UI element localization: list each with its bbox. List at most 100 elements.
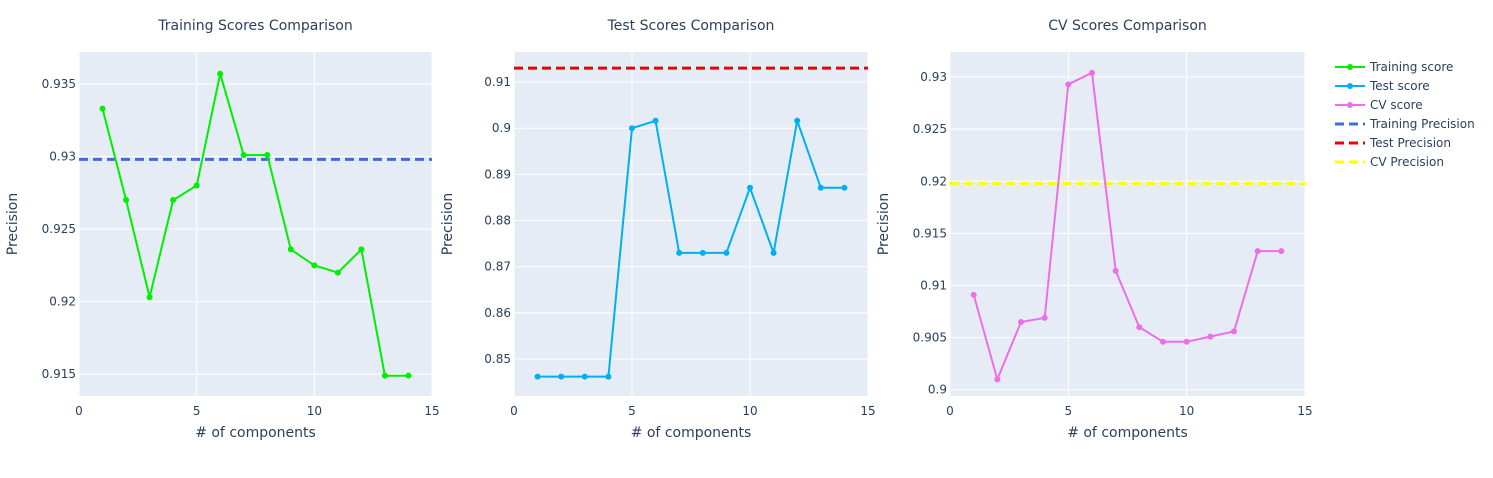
y-tick-label: 0.85	[484, 352, 511, 366]
data-point[interactable]	[723, 249, 730, 256]
data-point[interactable]	[311, 262, 318, 269]
y-tick-label: 0.935	[42, 77, 76, 91]
data-point[interactable]	[217, 70, 224, 77]
x-tick-label: 5	[628, 404, 636, 418]
x-axis-title: # of components	[195, 425, 316, 441]
series-line	[972, 71, 1282, 383]
legend-item[interactable]: Training score	[1335, 60, 1453, 74]
data-point[interactable]	[1231, 328, 1237, 335]
y-tick-label: 0.9	[928, 383, 947, 397]
plot-area	[79, 52, 432, 396]
data-point[interactable]	[240, 152, 247, 159]
data-point[interactable]	[1112, 267, 1119, 274]
data-point[interactable]	[1041, 314, 1048, 321]
data-point[interactable]	[1278, 248, 1285, 255]
legend-label: Training score	[1369, 60, 1453, 74]
x-axis-title: # of components	[1067, 425, 1188, 441]
legend-item[interactable]: CV score	[1335, 98, 1423, 112]
data-point[interactable]	[747, 184, 753, 191]
x-tick-label: 15	[860, 404, 875, 418]
legend-marker	[1347, 64, 1353, 70]
y-tick-label: 0.9	[492, 121, 511, 135]
y-axis-title: Precision	[876, 193, 892, 255]
legend-item[interactable]: Training Precision	[1335, 117, 1475, 131]
y-tick-label: 0.925	[42, 222, 76, 236]
data-point[interactable]	[1065, 81, 1072, 88]
x-axis-title: # of components	[631, 425, 752, 441]
x-tick-label: 5	[1065, 404, 1073, 418]
subplot-2: 0 5 10 15 0.85 0.86 0.87 0.88 0.89 0.9 0.91 Test Sc…	[440, 18, 876, 441]
legend-label: CV score	[1370, 98, 1423, 112]
data-point[interactable]	[146, 294, 153, 301]
subplot-1: 0 5 10 15 0.915 0.92 0.925 0.93 0.935 Training Sc…	[5, 18, 440, 441]
x-tick-label: 10	[307, 404, 322, 418]
x-tick-label: 10	[742, 404, 757, 418]
data-point[interactable]	[581, 373, 588, 380]
data-point[interactable]	[699, 249, 706, 256]
y-tick-label: 0.89	[484, 167, 511, 181]
plot-area	[950, 52, 1305, 396]
chart-title: Training Scores Comparison	[157, 18, 352, 34]
data-point[interactable]	[676, 249, 683, 256]
y-tick-label: 0.905	[913, 331, 947, 345]
data-point[interactable]	[558, 373, 565, 380]
y-tick-label: 0.91	[920, 279, 947, 293]
x-tick-label: 5	[193, 404, 201, 418]
data-point[interactable]	[1160, 338, 1166, 345]
data-point[interactable]	[123, 197, 130, 204]
y-tick-label: 0.87	[484, 260, 511, 274]
legend-item[interactable]: Test Precision	[1335, 136, 1451, 150]
data-point[interactable]	[1207, 333, 1214, 340]
data-point[interactable]	[1089, 69, 1095, 76]
data-point[interactable]	[193, 182, 200, 189]
data-point[interactable]	[770, 249, 777, 256]
x-tick-label: 15	[1297, 404, 1312, 418]
data-point[interactable]	[1183, 338, 1190, 345]
y-axis-title: Precision	[5, 193, 21, 255]
y-tick-label: 0.88	[484, 214, 511, 228]
legend-label: Training Precision	[1369, 117, 1475, 131]
data-point[interactable]	[629, 125, 635, 132]
legend-marker	[1347, 83, 1353, 89]
legend-marker	[1347, 102, 1353, 108]
data-point[interactable]	[264, 152, 271, 159]
data-point[interactable]	[605, 373, 612, 380]
data-point[interactable]	[970, 291, 977, 298]
x-tick-label: 10	[1179, 404, 1194, 418]
chart-title: Test Scores Comparison	[607, 18, 775, 34]
x-tick-label: 15	[424, 404, 439, 418]
data-point[interactable]	[1018, 318, 1024, 325]
data-point[interactable]	[381, 372, 388, 379]
legend-label: CV Precision	[1370, 155, 1444, 169]
data-point[interactable]	[841, 184, 848, 191]
series-line	[537, 116, 845, 378]
data-point[interactable]	[334, 269, 341, 276]
data-point[interactable]	[170, 197, 177, 204]
x-tick-label: 0	[946, 404, 954, 418]
plot-area	[514, 52, 868, 396]
data-point[interactable]	[534, 373, 541, 380]
data-point[interactable]	[99, 105, 106, 112]
legend-item[interactable]: CV Precision	[1335, 155, 1444, 169]
data-point[interactable]	[652, 117, 659, 124]
y-tick-label: 0.92	[920, 174, 947, 188]
data-point[interactable]	[1136, 324, 1143, 331]
x-tick-label: 0	[75, 404, 83, 418]
y-axis-title: Precision	[440, 193, 456, 255]
data-point[interactable]	[1254, 248, 1261, 255]
data-point[interactable]	[994, 376, 1001, 383]
y-tick-label: 0.915	[913, 226, 947, 240]
data-point[interactable]	[287, 246, 294, 253]
data-point[interactable]	[358, 246, 365, 253]
y-tick-label: 0.86	[484, 306, 511, 320]
data-point[interactable]	[405, 372, 412, 379]
y-tick-label: 0.915	[42, 367, 76, 381]
y-tick-label: 0.91	[484, 75, 511, 89]
legend-label: Test Precision	[1369, 136, 1451, 150]
y-tick-label: 0.92	[49, 295, 76, 309]
legend-label: Test score	[1369, 79, 1430, 93]
data-point[interactable]	[817, 184, 824, 191]
legend-item[interactable]: Test score	[1335, 79, 1430, 93]
data-point[interactable]	[794, 117, 801, 124]
